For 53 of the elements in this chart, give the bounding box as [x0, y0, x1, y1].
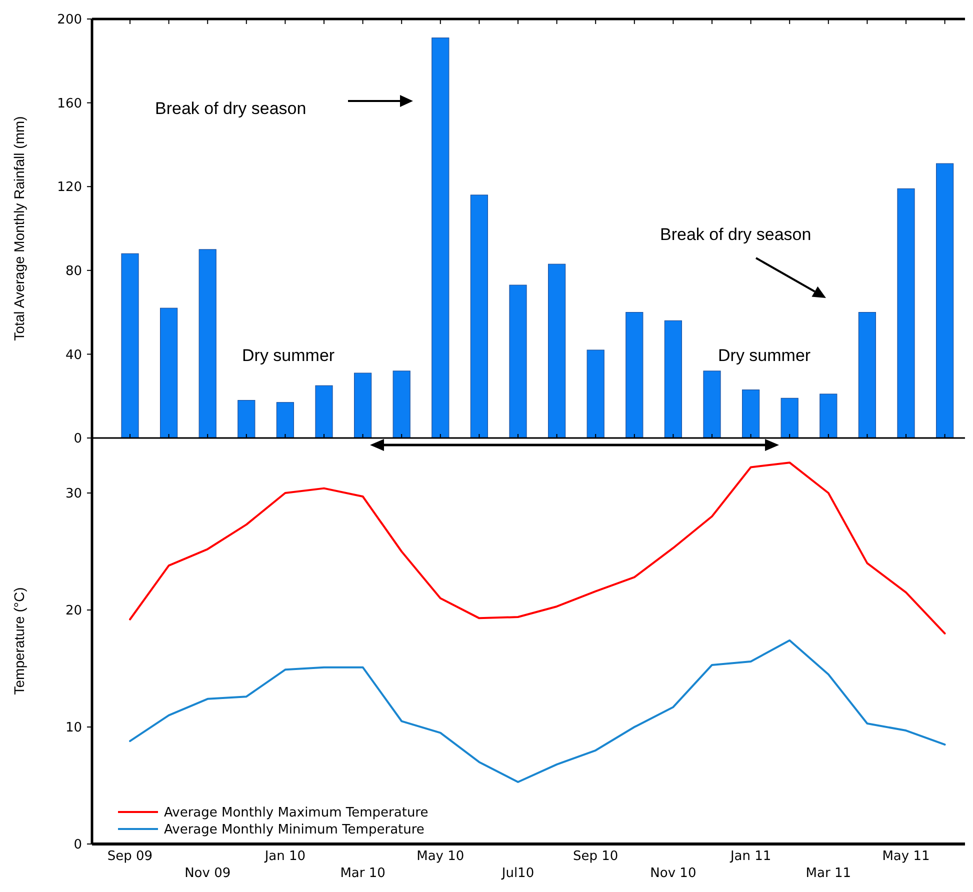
x-tick-label: Mar 11	[806, 866, 851, 881]
x-tick-label: Sep 10	[573, 849, 618, 864]
bar	[780, 398, 798, 438]
y-tick-label: 40	[65, 348, 82, 363]
bar	[121, 253, 139, 438]
bar	[392, 370, 410, 438]
x-tick-label: Mar 10	[340, 866, 386, 881]
bar	[664, 320, 682, 438]
y-tick-label: 120	[57, 180, 82, 196]
y-tick-label: 80	[65, 264, 82, 279]
x-tick-label: Jan 11	[729, 849, 772, 864]
bar	[354, 372, 372, 438]
bar	[470, 194, 488, 438]
bar	[238, 400, 256, 438]
y-axis-title: Total Average Monthly Rainfall (mm)	[11, 116, 27, 341]
x-tick-label: Jan 10	[264, 849, 306, 864]
bar	[160, 308, 178, 438]
y-tick-label: 0	[74, 838, 82, 853]
bar	[626, 312, 644, 438]
annotation: Break of dry season	[155, 99, 306, 118]
bar	[936, 163, 954, 438]
bar	[820, 394, 838, 438]
bar	[548, 264, 566, 438]
x-tick-label: Nov 10	[650, 866, 696, 881]
bar	[198, 249, 216, 438]
y-axis-title: Temperature (°C)	[11, 587, 27, 695]
y-tick-label: 10	[65, 720, 82, 736]
legend-label: Average Monthly Maximum Temperature	[164, 806, 428, 821]
bar	[315, 385, 333, 438]
x-tick-label: May 11	[882, 849, 930, 864]
y-tick-label: 160	[57, 96, 82, 112]
bar	[858, 312, 876, 438]
y-tick-label: 30	[65, 486, 82, 502]
bar	[897, 188, 915, 438]
x-tick-label: Sep 09	[107, 849, 153, 864]
bar	[586, 350, 604, 438]
bar	[276, 402, 294, 438]
line-series	[129, 639, 946, 783]
y-tick-label: 0	[74, 432, 82, 447]
bar	[509, 284, 527, 438]
x-tick-label: Nov 09	[184, 866, 231, 881]
annotation: Dry summer	[242, 346, 335, 365]
bar	[703, 370, 721, 438]
x-tick-label: Jul10	[500, 866, 534, 881]
x-tick-label: May 10	[416, 849, 464, 864]
y-tick-label: 200	[57, 12, 82, 28]
line-series	[129, 462, 946, 634]
bar	[432, 38, 450, 438]
legend-label: Average Monthly Minimum Temperature	[164, 822, 424, 838]
annotation: Dry summer	[718, 346, 811, 365]
y-tick-label: 20	[65, 604, 82, 619]
bar	[742, 390, 760, 438]
annotation: Break of dry season	[660, 225, 812, 244]
